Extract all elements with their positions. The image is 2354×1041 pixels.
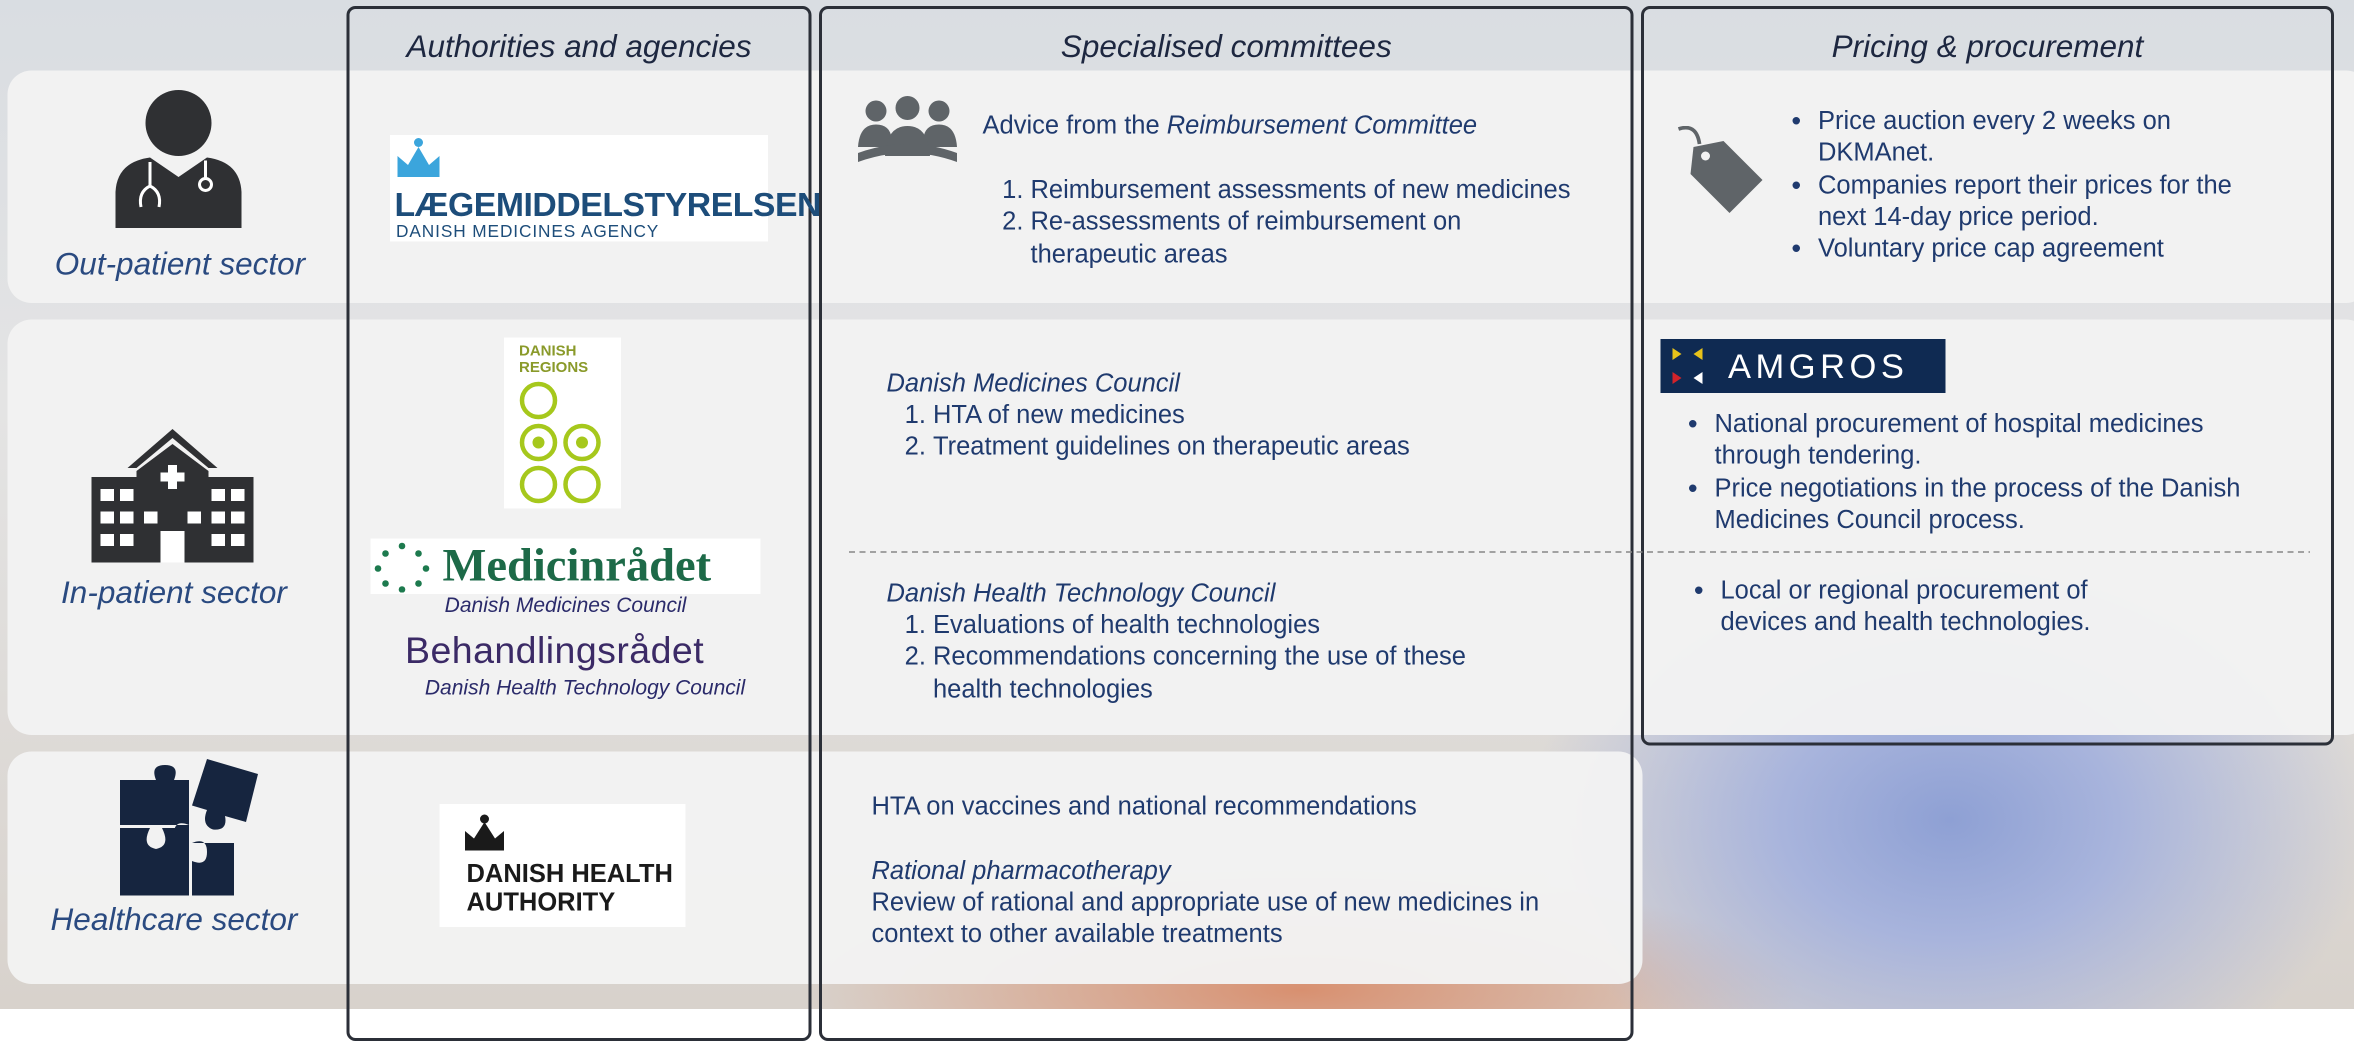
text: Advice from the <box>983 111 1160 140</box>
group-icon <box>858 96 957 165</box>
committee-name: Reimbursement Committee <box>1167 111 1477 140</box>
list: Price auction every 2 weeks on DKMAnet. … <box>1785 105 2235 265</box>
row-label: In-patient sector <box>2 576 347 612</box>
logo-text: LÆGEMIDDELSTYRELSEN <box>395 186 821 225</box>
list-item: National procurement of hospital medicin… <box>1715 408 2240 472</box>
logo-behandlingsradet: Behandlingsrådet <box>405 630 765 674</box>
logo-caption: Danish Medicines Council <box>371 593 761 617</box>
list-item: Treatment guidelines on therapeutic area… <box>933 431 1575 463</box>
crown-icon <box>461 813 509 855</box>
list-item: Reimbursement assessments of new medicin… <box>1031 174 1613 206</box>
list: National procurement of hospital medicin… <box>1682 408 2282 536</box>
committee-intro: Advice from the Reimbursement Committee <box>983 110 1478 142</box>
dots-icon <box>374 542 431 593</box>
logo-dkma: LÆGEMIDDELSTYRELSEN DANISH MEDICINES AGE… <box>390 135 768 242</box>
list-item: Evaluations of health technologies <box>933 609 1500 641</box>
committee-title: Rational pharmacotherapy <box>872 855 1171 887</box>
list-item: HTA of new medicines <box>933 399 1575 431</box>
logo-text: DANISH HEALTH AUTHORITY <box>467 860 677 917</box>
list-item: Price auction every 2 weeks on DKMAnet. <box>1818 105 2235 169</box>
list: Evaluations of health technologies Recom… <box>885 609 1500 705</box>
tag-icon <box>1676 126 1766 219</box>
list-item: Voluntary price cap agreement <box>1818 233 2235 265</box>
text: HTA on vaccines and national recommendat… <box>872 791 1417 823</box>
logo-medicinradet: Medicinrådet <box>371 539 761 595</box>
row-label: Out-patient sector <box>8 248 353 284</box>
hospital-icon <box>92 429 257 564</box>
column-header: Pricing & procurement <box>1643 30 2333 66</box>
column-header: Authorities and agencies <box>348 30 810 66</box>
list: HTA of new medicines Treatment guideline… <box>885 399 1575 463</box>
logo-regions: DANISH REGIONS <box>504 338 621 509</box>
list-item: Re-assessments of reimbursement on thera… <box>1031 206 1481 270</box>
logo-text: Medicinrådet <box>443 539 712 593</box>
diagram: Authorities and agencies Specialised com… <box>0 0 2354 1008</box>
list: Local or regional procurement of devices… <box>1688 575 2123 639</box>
committee-title: Danish Medicines Council <box>887 368 1180 400</box>
row-label: Healthcare sector <box>2 903 347 939</box>
list-item: Price negotiations in the process of the… <box>1715 472 2282 536</box>
logo-text: DANISH REGIONS <box>519 344 594 377</box>
doctor-icon <box>105 87 255 231</box>
regions-rings <box>516 380 615 506</box>
page: {"columns": ["Authorities and agencies",… <box>0 0 2354 1009</box>
logo-caption: Danish Health Technology Council <box>375 675 795 699</box>
logo-text: AMGROS <box>1728 347 1908 388</box>
divider <box>849 551 2310 556</box>
logo-amgros: AMGROS <box>1661 339 1946 393</box>
column-header: Specialised committees <box>821 30 1633 66</box>
list: Reimbursement assessments of new medicin… <box>983 174 1613 270</box>
amgros-mark <box>1667 345 1709 387</box>
text: Review of rational and appropriate use o… <box>872 887 1592 951</box>
list-item: Local or regional procurement of devices… <box>1721 575 2123 639</box>
list-item: Companies report their prices for the ne… <box>1818 169 2235 233</box>
list-item: Recommendations concerning the use of th… <box>933 641 1500 705</box>
puzzle-icon <box>120 759 261 897</box>
logo-dha: DANISH HEALTH AUTHORITY <box>440 804 686 927</box>
crown-icon <box>393 135 444 183</box>
committee-title: Danish Health Technology Council <box>887 578 1276 610</box>
logo-subtext: DANISH MEDICINES AGENCY <box>396 224 659 242</box>
